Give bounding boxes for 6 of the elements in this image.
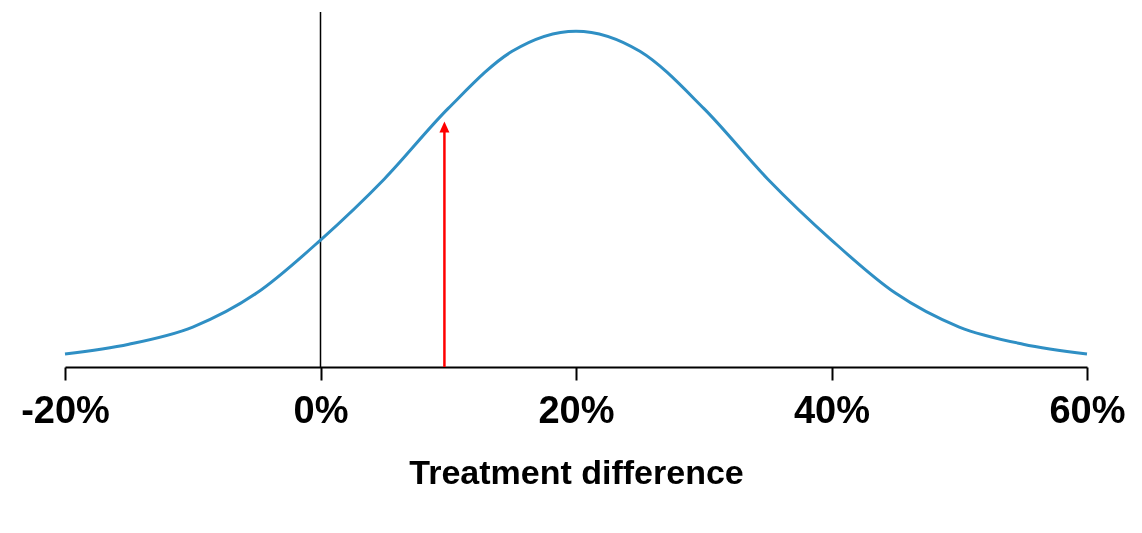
x-axis-title: Treatment difference (409, 452, 744, 491)
x-tick-label: -20% (21, 388, 110, 431)
x-tick-label: 60% (1049, 388, 1126, 431)
x-tick-label: 20% (538, 388, 615, 431)
x-tick-label: 40% (793, 388, 871, 431)
x-tick-label: 0% (293, 388, 349, 431)
